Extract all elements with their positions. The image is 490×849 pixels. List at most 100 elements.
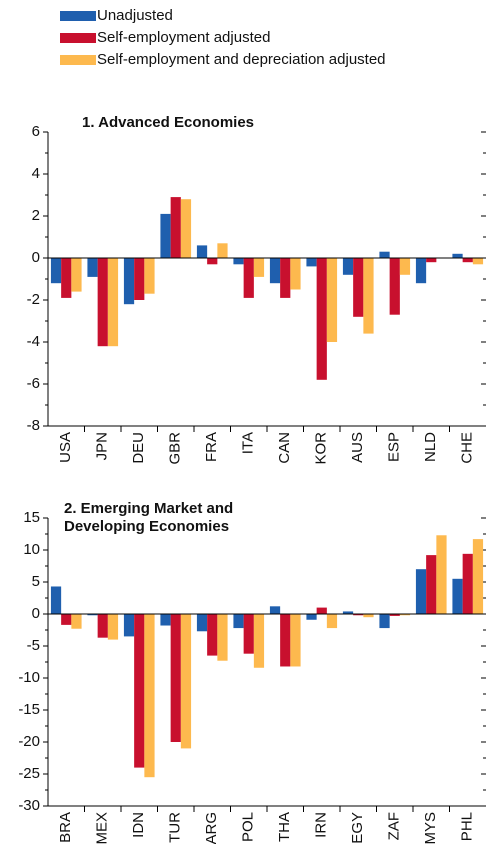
bar <box>306 258 317 267</box>
bar <box>123 614 135 637</box>
bar <box>160 614 171 626</box>
legend-swatch <box>60 55 96 65</box>
bar <box>269 606 281 614</box>
bar <box>452 578 463 614</box>
x-tick-label: POL <box>240 812 257 842</box>
bar <box>452 253 463 258</box>
bar <box>243 614 254 654</box>
bar <box>97 614 108 638</box>
bar <box>196 614 208 632</box>
bar <box>290 614 301 667</box>
bar <box>207 614 218 656</box>
bar <box>144 614 155 778</box>
y-tick-label: 10 <box>23 541 40 558</box>
bar <box>253 614 265 668</box>
legend-label: Unadjusted <box>97 7 173 24</box>
x-tick-label: USA <box>57 432 74 463</box>
bar <box>144 258 155 294</box>
bar <box>280 258 291 298</box>
bar <box>253 258 265 277</box>
bar <box>50 586 62 614</box>
bar <box>399 258 411 275</box>
x-tick-label: CHE <box>459 432 476 464</box>
bar <box>196 245 208 258</box>
bar <box>87 258 98 277</box>
y-tick-label: -20 <box>18 733 40 750</box>
x-tick-label: ZAF <box>386 812 403 840</box>
y-tick-label: -2 <box>27 291 40 308</box>
x-tick-label: BRA <box>57 812 74 843</box>
y-tick-label: -15 <box>18 701 40 718</box>
bar <box>389 258 400 315</box>
bar <box>107 258 119 347</box>
bar <box>426 258 437 263</box>
legend-swatch <box>60 33 96 43</box>
x-tick-label: IDN <box>130 812 147 838</box>
bar <box>326 614 338 629</box>
bar <box>134 614 145 768</box>
bar <box>472 258 484 265</box>
bar <box>436 535 447 614</box>
bar <box>180 199 192 258</box>
title-box: 1. Advanced Economies <box>82 114 255 131</box>
bar <box>353 258 364 317</box>
bar <box>170 197 181 258</box>
y-tick-label: -25 <box>18 765 40 782</box>
y-tick-label: -8 <box>27 417 40 434</box>
bar <box>379 251 390 258</box>
bar <box>233 614 244 629</box>
x-tick-label: KOR <box>313 432 330 465</box>
y-tick-label: -30 <box>18 797 40 814</box>
x-tick-label: MYS <box>422 812 439 844</box>
x-tick-label: NLD <box>422 432 439 462</box>
x-tick-label: DEU <box>130 432 147 464</box>
y-tick-label: 5 <box>32 573 40 590</box>
x-tick-label: GBR <box>167 432 184 465</box>
legend-swatch <box>60 11 96 21</box>
bar <box>415 258 427 284</box>
bar <box>71 614 82 629</box>
y-tick-label: -5 <box>27 637 40 654</box>
y-tick-label: -4 <box>27 333 40 350</box>
chart-title: 1. Advanced Economies <box>82 114 255 131</box>
bar <box>123 258 135 305</box>
bar <box>363 614 374 618</box>
bar <box>353 614 364 616</box>
bar <box>71 258 82 292</box>
x-tick-label: ARG <box>203 812 220 844</box>
bar <box>399 614 411 616</box>
bar <box>342 258 354 275</box>
bar <box>180 614 192 749</box>
x-tick-label: MEX <box>94 812 111 844</box>
x-tick-label: CAN <box>276 432 293 464</box>
bar <box>389 614 400 616</box>
bar <box>269 258 281 284</box>
y-tick-label: -6 <box>27 375 40 392</box>
x-tick-label: TUR <box>167 812 184 843</box>
x-tick-label: JPN <box>94 432 111 460</box>
legend-label: Self-employment adjusted <box>97 29 270 46</box>
bar <box>87 614 98 616</box>
bar <box>462 553 473 614</box>
bar <box>233 258 244 265</box>
bar <box>326 258 338 342</box>
bar <box>280 614 291 667</box>
x-tick-label: ITA <box>240 432 257 454</box>
y-tick-label: 4 <box>32 165 40 182</box>
x-tick-label: ESP <box>386 432 403 462</box>
bar <box>472 539 484 614</box>
bar <box>462 258 473 263</box>
bar <box>290 258 301 290</box>
x-tick-label: FRA <box>203 432 220 462</box>
chart-title: 2. Emerging Market and Developing Econom… <box>64 500 234 535</box>
y-tick-label: 6 <box>32 123 40 140</box>
bar <box>170 614 181 742</box>
x-tick-label: AUS <box>349 432 366 463</box>
bar <box>363 258 374 334</box>
bar <box>316 258 327 380</box>
bar <box>306 614 317 620</box>
x-tick-label: IRN <box>313 812 330 838</box>
y-tick-label: 0 <box>32 249 40 266</box>
y-tick-label: -10 <box>18 669 40 686</box>
